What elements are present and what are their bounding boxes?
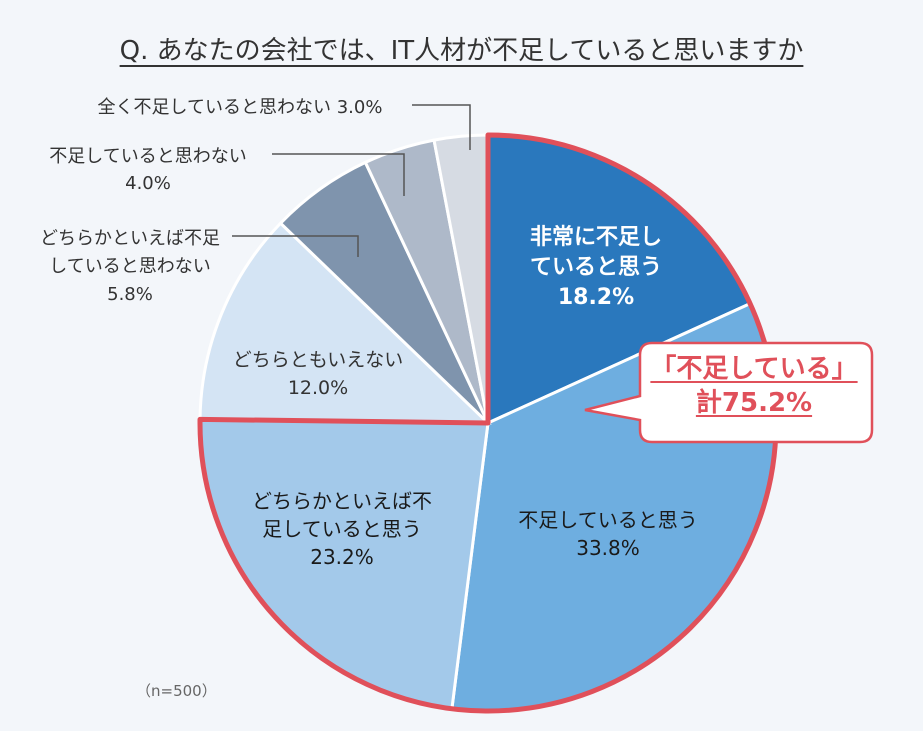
leader-line-6 [272,153,405,196]
sample-size-note: （n=500） [136,682,217,700]
slice-label-5: どちらかといえば不足していると思わない 5.8% [40,228,220,305]
slice-label-2: 不足していると思う 33.8% [518,508,697,560]
slice-label-7: 全く不足していると思わない 3.0% [98,97,383,118]
highlight-outline [197,132,779,714]
callout-bubble [584,341,874,444]
chart-title: Q. あなたの会社では、IT人材が不足していると思いますか [0,30,923,67]
slice-label-1: 非常に不足していると思う 18.2% [530,224,662,310]
slice-label-6: 不足していると思わない 4.0% [49,146,246,194]
slice-label-4: どちらともいえない 12.0% [233,349,404,399]
chart-title-text: Q. あなたの会社では、IT人材が不足していると思いますか [119,36,804,66]
leader-line-7 [412,104,471,150]
leader-line-5 [232,235,359,257]
total-callout-line2: 計75.2% [695,388,813,418]
total-callout: 「不足している」 計75.2% [636,352,872,420]
slice-label-3: どちらかといえば不足していると思う 23.2% [252,489,432,569]
total-callout-line1: 「不足している」 [650,354,858,384]
